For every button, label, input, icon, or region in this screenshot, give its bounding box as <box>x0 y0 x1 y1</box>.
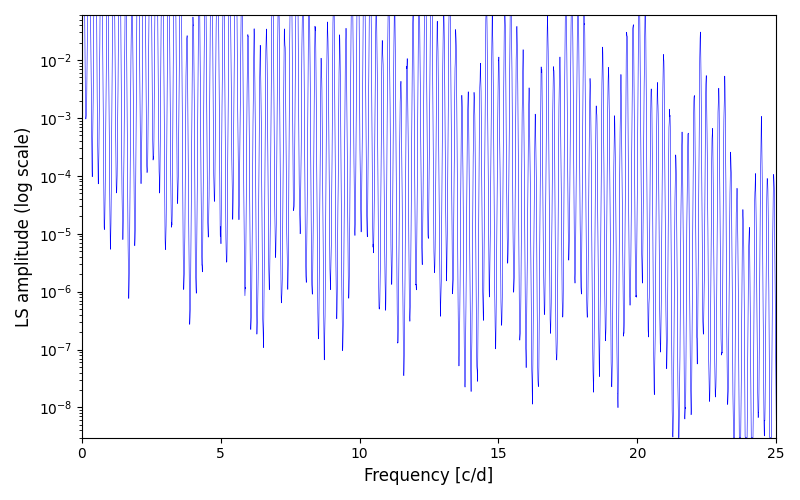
X-axis label: Frequency [c/d]: Frequency [c/d] <box>364 467 494 485</box>
Y-axis label: LS amplitude (log scale): LS amplitude (log scale) <box>15 126 33 326</box>
